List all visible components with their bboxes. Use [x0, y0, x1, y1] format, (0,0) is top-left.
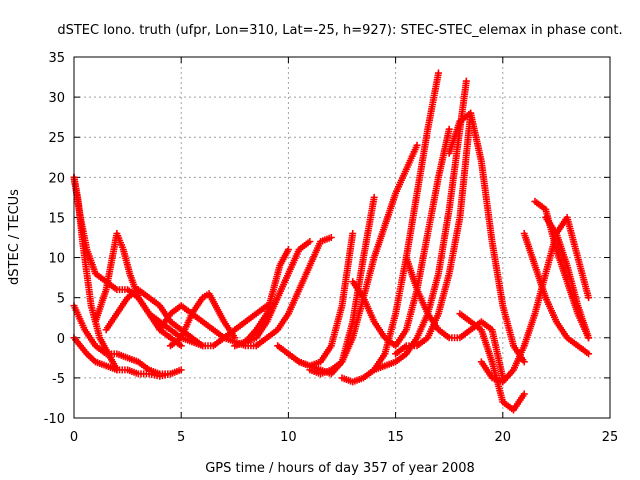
- y-tick-label: 30: [48, 91, 65, 106]
- data-point: [166, 370, 174, 378]
- x-tick-label: 15: [387, 430, 404, 445]
- y-tick-label: 15: [48, 211, 65, 226]
- data-point: [585, 350, 593, 358]
- series-26: [542, 213, 593, 342]
- data-point: [585, 334, 593, 342]
- x-tick-label: 10: [280, 430, 297, 445]
- y-tick-label: 10: [48, 252, 65, 267]
- x-tick-label: 0: [70, 430, 78, 445]
- series-23: [477, 213, 593, 386]
- data-points: [70, 69, 593, 414]
- data-point: [231, 334, 239, 342]
- x-tick-label: 20: [495, 430, 512, 445]
- data-point: [585, 294, 593, 302]
- grid: [73, 56, 611, 419]
- series-12: [252, 234, 335, 350]
- data-point: [177, 342, 185, 350]
- series-21: [445, 109, 528, 366]
- series-5: [91, 229, 185, 350]
- data-point: [370, 193, 378, 201]
- series-4: [70, 334, 174, 380]
- y-tick-label: 5: [57, 292, 65, 307]
- y-tick-label: -5: [52, 372, 65, 387]
- y-axis-label: dSTEC / TECUs: [7, 189, 22, 285]
- data-point: [445, 125, 453, 133]
- chart-title: dSTEC Iono. truth (ufpr, Lon=310, Lat=-2…: [57, 23, 622, 38]
- data-point: [434, 69, 442, 77]
- x-axis-label: GPS time / hours of day 357 of year 2008: [205, 461, 475, 476]
- data-point: [327, 234, 335, 241]
- y-tick-label: -10: [44, 412, 65, 427]
- data-point: [306, 238, 314, 246]
- data-point: [520, 358, 528, 366]
- data-point: [462, 77, 470, 85]
- data-point: [413, 141, 421, 149]
- x-tick-label: 5: [177, 430, 185, 445]
- data-point: [177, 366, 185, 374]
- y-tick-label: 0: [57, 332, 65, 347]
- data-point: [520, 390, 528, 398]
- series-9: [177, 302, 271, 350]
- data-point: [284, 246, 292, 254]
- y-tick-label: 25: [48, 131, 65, 146]
- x-tick-label: 25: [602, 430, 619, 445]
- y-tick-label: 20: [48, 171, 65, 186]
- data-point: [349, 229, 357, 237]
- tick-labels: 0 5 10 15 20 25 -10 -5 0 5 10 15 20 25 30 35: [44, 51, 619, 445]
- y-tick-label: 35: [48, 51, 65, 66]
- series-15: [306, 141, 421, 378]
- series-24: [520, 229, 593, 358]
- series-11: [231, 238, 314, 350]
- plot-frame: [73, 56, 611, 419]
- series-16: [338, 69, 442, 386]
